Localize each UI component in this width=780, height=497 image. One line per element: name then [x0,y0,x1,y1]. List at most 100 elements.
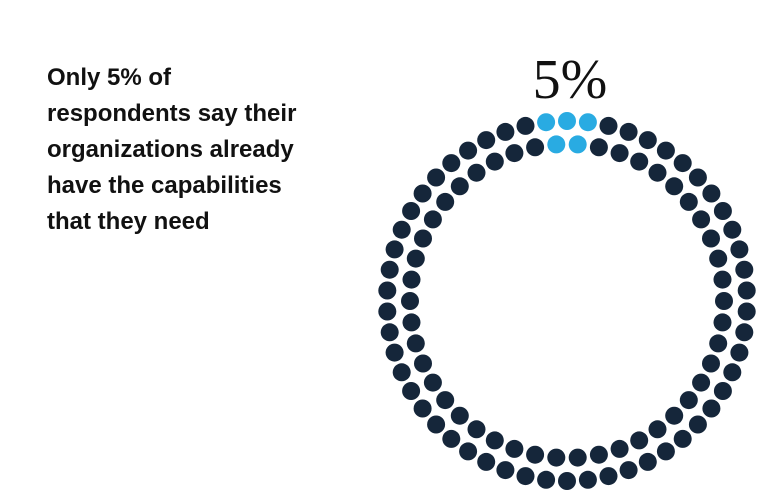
dot [423,210,442,229]
dot [402,382,421,400]
dot [599,116,618,135]
dot [427,415,446,434]
dot [702,399,721,418]
dot [423,373,442,392]
dot [485,431,504,450]
dot [558,472,576,490]
value-label: 5% [533,49,608,111]
dot [648,420,667,439]
dot [656,141,675,160]
dot [436,391,455,410]
dot [414,354,432,373]
dot [715,292,733,310]
dot [656,442,675,461]
dot [679,391,698,410]
dot [442,154,461,173]
dot [392,220,411,239]
dot [392,363,411,382]
dot [630,431,649,450]
dot [402,270,421,289]
dot [619,461,638,480]
dot [378,281,397,300]
dot [516,467,535,486]
dot [537,113,556,132]
dot [436,192,455,211]
dot [402,202,421,220]
dot [610,439,629,458]
dot [610,144,629,163]
dot [702,184,721,203]
dot [477,131,496,150]
dot [619,122,638,141]
dot [413,184,432,203]
dot [442,429,461,448]
caption: Only 5% of respondents say their organiz… [47,64,297,235]
dot [709,249,728,268]
dot [688,168,707,187]
dot [713,270,732,289]
dot [735,323,754,342]
dot [589,445,608,464]
dot [568,448,587,467]
dot [737,281,756,300]
dot [459,141,478,160]
dot [496,461,515,480]
dot [485,152,504,171]
dot [665,406,684,425]
dot [516,116,535,135]
dot [526,445,545,464]
dot [723,363,742,382]
dot [467,163,486,182]
dot [730,343,749,362]
dot [578,113,597,132]
dot [413,399,432,418]
dot [414,229,432,248]
dot [638,131,657,150]
dot [385,240,404,259]
dot [630,152,649,171]
dot [709,334,728,353]
dot [692,210,711,229]
dot [665,177,684,196]
dot [385,343,404,362]
dot [537,470,556,489]
dot [568,135,587,154]
dot [673,154,692,173]
dot [702,354,720,373]
dot [638,452,657,471]
dot [713,313,732,332]
dot [589,138,608,157]
dot [477,452,496,471]
dot [648,163,667,182]
dot [688,415,707,434]
dot [578,470,597,489]
dot [406,334,425,353]
dot [735,260,754,279]
dot [450,406,469,425]
dot [547,135,566,154]
dot [673,429,692,448]
dot [558,112,576,130]
dot [505,439,524,458]
dot [505,144,524,163]
dot [723,220,742,239]
dot [692,373,711,392]
dot [380,323,399,342]
dot [496,122,515,141]
dot [526,138,545,157]
dot [730,240,749,259]
dot [459,442,478,461]
dot [702,229,720,248]
dot [713,382,732,400]
dot [450,177,469,196]
dot [599,467,618,486]
dot [737,302,756,321]
dot [427,168,446,187]
dot [467,420,486,439]
dot [547,448,566,467]
dot [380,260,399,279]
dot [402,313,421,332]
dot [401,292,419,310]
